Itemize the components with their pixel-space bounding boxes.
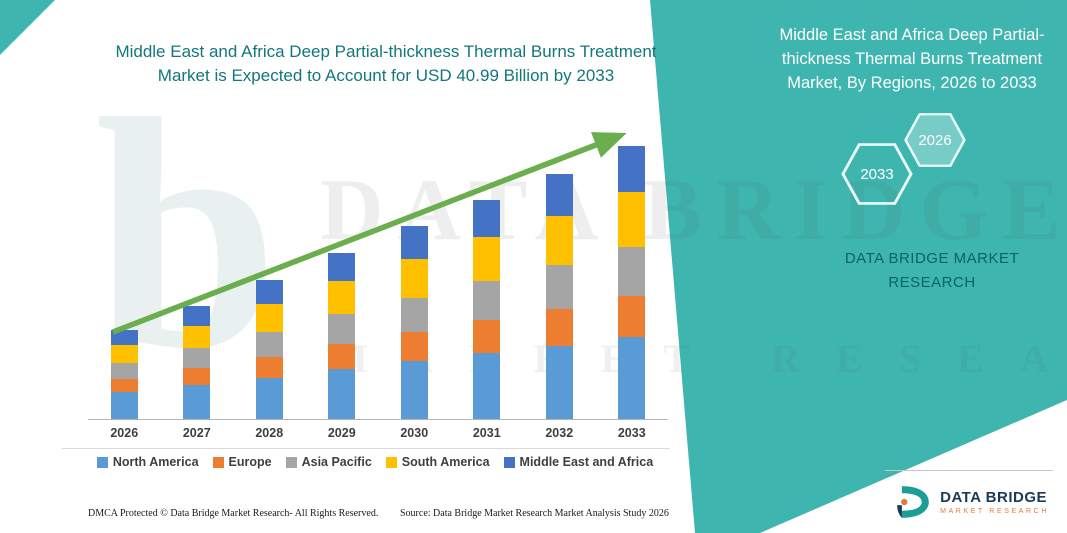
bar-segment [400,297,428,333]
legend-item: North America [96,455,199,469]
bar-segment [183,306,211,326]
x-axis-label: 2033 [617,426,646,440]
bar-segment [545,215,573,266]
legend-label: South America [401,455,490,469]
bar-segment [110,392,138,419]
stacked-bar [618,145,646,419]
legend-swatch [96,456,108,468]
x-axis: 2026 2027 2028 2029 2030 2031 2032 2033 [88,426,668,440]
bar-segment [473,353,501,419]
bar-segment [328,253,356,282]
x-axis-label: 2032 [545,426,574,440]
legend-item: Europe [212,455,272,469]
bar-segment [328,369,356,419]
stacked-bar [400,226,428,419]
data-bridge-logo-block: DATA BRIDGE MARKET RESEARCH [894,483,1049,521]
stacked-bar [255,280,283,419]
stacked-bar [110,330,138,419]
bar-segment [183,348,211,369]
bar-segment [400,258,428,298]
axis-underline [62,448,670,449]
legend-label: North America [112,455,199,469]
bar-segment [473,237,501,282]
bar-segment [110,330,138,346]
bar-segment [328,344,356,369]
bar-segment [545,265,573,310]
bar-segment [473,199,501,238]
hexagon-shape [904,113,966,167]
plot-bars [88,140,668,420]
hexagon-year-2026: 2026 [903,112,967,168]
hexagon-shape [841,143,913,205]
bar-segment [618,247,646,297]
bar-segment [183,368,211,385]
panel-title: Middle East and Africa Deep Partial-thic… [779,26,1045,92]
legend-label: Asia Pacific [301,455,372,469]
legend-item: Asia Pacific [285,455,372,469]
legend-swatch [503,456,515,468]
bar-segment [473,281,501,321]
stacked-bar [545,173,573,419]
x-axis-label: 2030 [400,426,429,440]
legend: North America Europe Asia Pacific South Ame… [55,455,695,469]
bar-segment [255,357,283,378]
hexagon-year-2033: 2033 [840,142,914,206]
dmca-notice: DMCA Protected © Data Bridge Market Rese… [88,508,379,519]
bar-segment [545,309,573,346]
legend-item: Middle East and Africa [503,455,654,469]
logo-subtitle: MARKET RESEARCH [940,508,1049,515]
legend-label: Middle East and Africa [519,455,654,469]
bar-segment [618,337,646,419]
stacked-bar [473,199,501,419]
bar-segment [400,361,428,419]
bar-segment [328,281,356,315]
hexagon-year-label: 2033 [860,165,894,183]
bar-segment [255,280,283,305]
bar-segment [255,332,283,358]
bar-segment [255,377,283,419]
bar-segment [618,192,646,248]
bar-segment [545,345,573,419]
bar-segment [110,345,138,364]
bar-segment [110,379,138,393]
corner-accent-triangle [0,0,55,55]
legend-swatch [385,456,397,468]
bar-segment [545,173,573,216]
x-axis-label: 2027 [182,426,211,440]
bar-segment [255,304,283,333]
bar-segment [110,363,138,380]
bar-segment [618,145,646,193]
x-axis-label: 2026 [110,426,139,440]
logo-text: DATA BRIDGE MARKET RESEARCH [940,489,1049,515]
source-notice: Source: Data Bridge Market Research Mark… [400,508,669,519]
bar-segment [400,332,428,361]
chart-title: Middle East and Africa Deep Partial-thic… [115,42,657,85]
stacked-bar [183,306,211,419]
data-bridge-logo-icon [897,486,929,518]
stacked-bar [328,253,356,419]
logo-name: DATA BRIDGE [940,489,1047,506]
bar-segment [400,226,428,259]
hexagon-year-label: 2026 [918,131,952,149]
bar-segment [183,385,211,419]
bar-segment [473,320,501,353]
legend-label: Europe [228,455,272,469]
bar-segment [618,296,646,337]
legend-swatch [212,456,224,468]
bar-segment [183,325,211,349]
x-axis-label: 2031 [472,426,501,440]
logo-divider-line [885,470,1053,471]
panel-brand-text: DATA BRIDGE MARKET RESEARCH [844,250,1020,291]
x-axis-label: 2028 [255,426,284,440]
x-axis-label: 2029 [327,426,356,440]
legend-swatch [285,456,297,468]
legend-item: South America [385,455,490,469]
bar-segment [328,314,356,345]
